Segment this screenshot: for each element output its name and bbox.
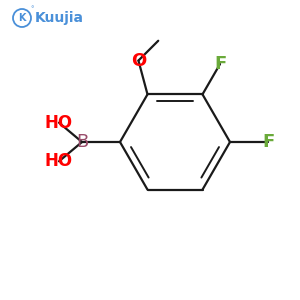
Text: HO: HO (45, 152, 73, 170)
Text: K: K (18, 13, 26, 23)
Text: F: F (262, 133, 274, 151)
Text: F: F (214, 55, 226, 73)
Text: Kuujia: Kuujia (34, 11, 83, 25)
Text: HO: HO (45, 114, 73, 132)
Text: O: O (131, 52, 146, 70)
Text: B: B (76, 133, 88, 151)
Text: °: ° (30, 6, 34, 12)
